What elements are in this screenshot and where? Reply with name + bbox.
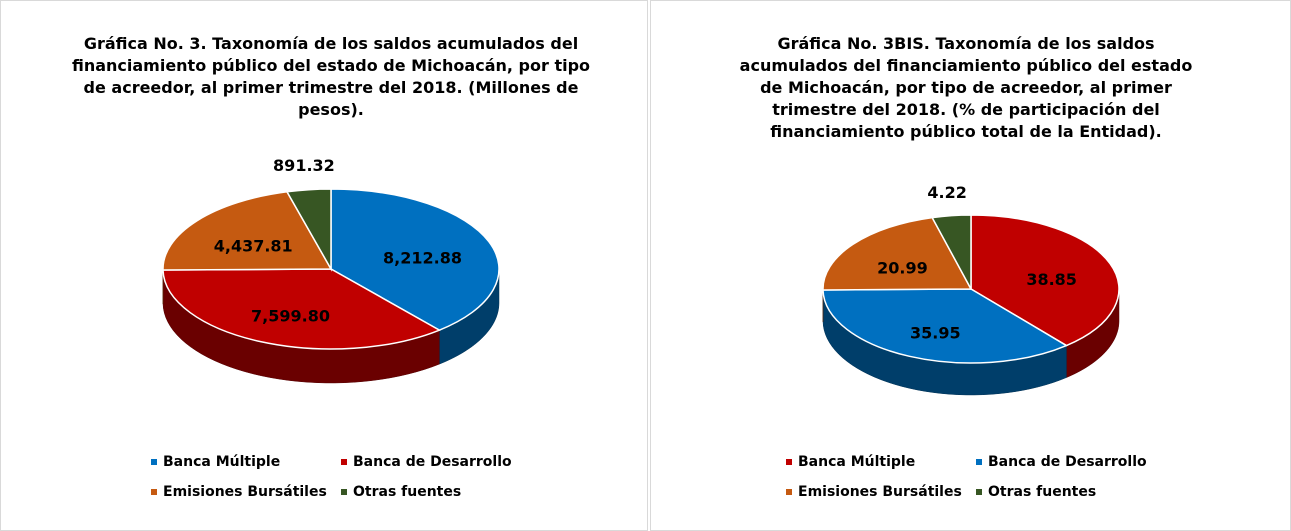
legend-label: Otras fuentes — [353, 484, 462, 500]
legend-label: Banca Múltiple — [798, 454, 916, 470]
chart-panel: Gráfica No. 3. Taxonomía de los saldos a… — [0, 0, 648, 531]
slice — [162, 190, 333, 271]
data-label: 7,599.80 — [251, 307, 330, 326]
data-label: 38.85 — [1026, 270, 1077, 289]
legend-swatch — [976, 459, 982, 465]
chart-title: Gráfica No. 3BIS. Taxonomía de los saldo… — [739, 34, 1193, 141]
data-label: 35.95 — [910, 324, 961, 343]
slice — [285, 188, 332, 272]
legend-label: Banca Múltiple — [163, 454, 281, 470]
legend-label: Banca de Desarrollo — [988, 454, 1147, 470]
legend-label: Emisiones Bursátiles — [163, 484, 327, 500]
legend-swatch — [151, 489, 157, 495]
legend-item: Banca Múltiple — [151, 454, 341, 470]
data-label: 8,212.88 — [383, 249, 462, 268]
data-label: 4,437.81 — [214, 237, 293, 256]
chart: 38.85 35.95 20.99 4.22 — [822, 183, 1120, 396]
slice — [970, 214, 1120, 347]
slice — [162, 268, 442, 350]
legend-item: Banca Múltiple — [786, 454, 976, 470]
slice — [822, 288, 1069, 364]
legend-item: Emisiones Bursátiles — [151, 484, 341, 500]
legend-swatch — [151, 459, 157, 465]
legend-item: Banca de Desarrollo — [976, 454, 1166, 470]
slice — [822, 216, 973, 291]
chart-title: Gráfica No. 3. Taxonomía de los saldos a… — [71, 34, 591, 119]
legend: Banca Múltiple Banca de Desarrollo Emision… — [786, 454, 1166, 500]
legend-item: Emisiones Bursátiles — [786, 484, 976, 500]
legend-item: Banca de Desarrollo — [341, 454, 531, 470]
legend-swatch — [786, 459, 792, 465]
legend-swatch — [341, 459, 347, 465]
data-label: 20.99 — [877, 259, 928, 278]
slice — [330, 188, 500, 331]
chart-panel: Gráfica No. 3BIS. Taxonomía de los saldo… — [650, 0, 1291, 531]
slice — [931, 214, 972, 290]
data-label: 4.22 — [927, 183, 966, 202]
legend: Banca Múltiple Banca de Desarrollo Emision… — [151, 454, 531, 500]
legend-item: Otras fuentes — [341, 484, 531, 500]
legend-swatch — [341, 489, 347, 495]
legend-label: Emisiones Bursátiles — [798, 484, 962, 500]
legend-label: Otras fuentes — [988, 484, 1097, 500]
chart: 8,212.88 7,599.80 4,437.81 891.32 — [162, 156, 500, 384]
data-label: 891.32 — [273, 156, 335, 175]
legend-label: Banca de Desarrollo — [353, 454, 512, 470]
legend-item: Otras fuentes — [976, 484, 1166, 500]
legend-swatch — [976, 489, 982, 495]
legend-swatch — [786, 489, 792, 495]
